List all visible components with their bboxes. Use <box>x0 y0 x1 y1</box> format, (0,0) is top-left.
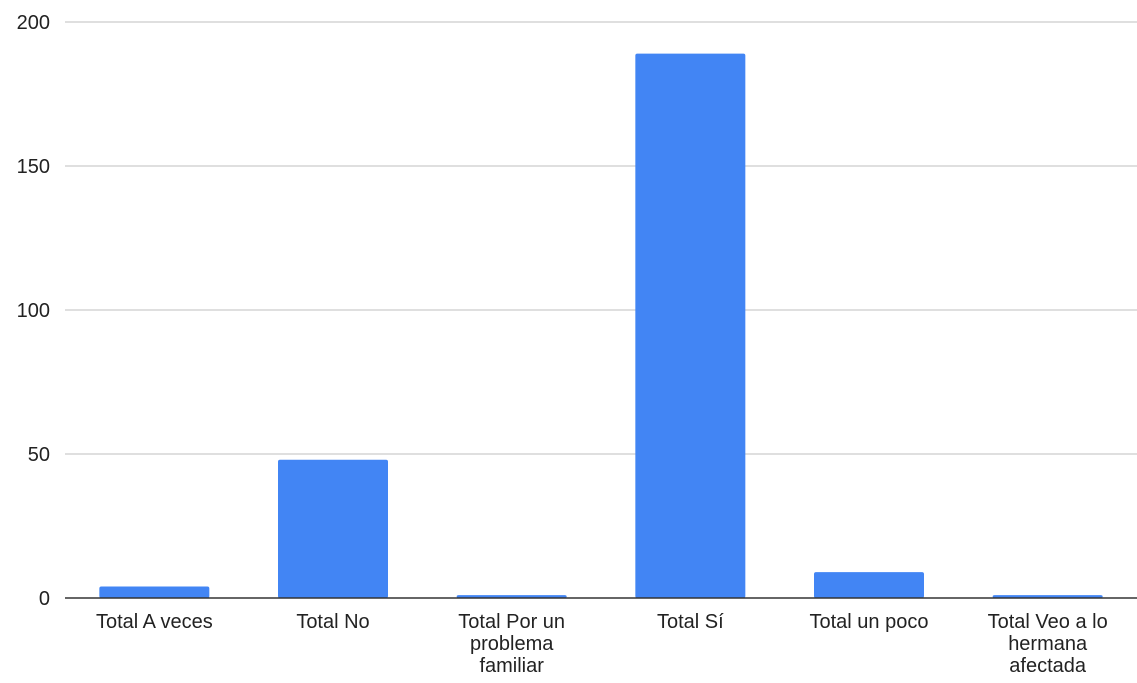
y-tick-label: 200 <box>17 12 50 34</box>
bar <box>99 586 210 598</box>
y-tick-label: 50 <box>28 444 50 466</box>
y-tick-labels: 0 50 100 150 200 <box>17 12 50 610</box>
bar <box>814 572 924 598</box>
bars <box>99 53 1103 599</box>
y-tick-label: 100 <box>17 300 50 322</box>
bar <box>635 53 746 599</box>
y-tick-label: 150 <box>17 156 50 178</box>
x-tick-label: Total un poco <box>810 611 929 633</box>
x-tick-label: Total A veces <box>96 611 213 633</box>
x-tick-label: Total No <box>296 611 369 633</box>
bar <box>278 459 388 598</box>
x-tick-label: Total Por un problema familiar <box>458 611 565 677</box>
y-tick-label: 0 <box>39 588 50 610</box>
x-tick-label: Total Veo a lo hermana afectada <box>988 611 1108 677</box>
gridlines <box>65 21 1137 455</box>
x-tick-label: Total Sí <box>657 611 724 633</box>
x-tick-labels: Total A veces Total No Total Por un problem… <box>96 611 1108 677</box>
